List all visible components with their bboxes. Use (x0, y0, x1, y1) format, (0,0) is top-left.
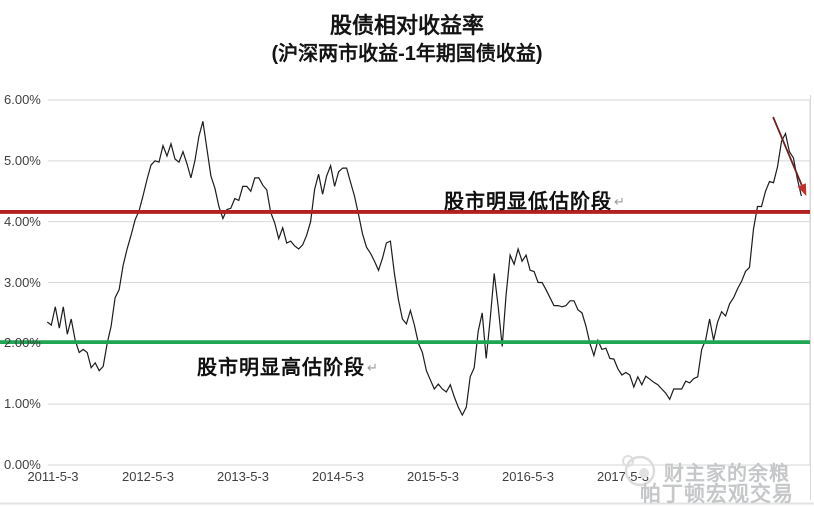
return-mark-icon: ↵ (614, 194, 625, 209)
y-tick-label: 5.00% (4, 152, 41, 168)
chart-subtitle: (沪深两市收益-1年期国债收益) (271, 43, 543, 65)
x-tick-label: 2014-5-3 (311, 469, 365, 484)
x-tick-label: 2015-5-3 (406, 469, 460, 484)
x-tick-label: 2016-5-3 (501, 469, 555, 484)
trend-arrow-shaft (772, 116, 803, 186)
y-tick-label: 6.00% (4, 92, 41, 107)
x-tick-label: 2017-5-3 (596, 469, 650, 484)
trend-arrow-head (797, 183, 807, 197)
y-tick-label: 4.00% (4, 213, 41, 229)
trend-arrow-icon (772, 116, 807, 197)
return-mark-icon: ↵ (367, 360, 378, 375)
watermark-logo-icon (622, 455, 656, 487)
y-tick-label: 1.00% (4, 396, 41, 412)
chart-title: 股债相对收益率 (329, 13, 484, 38)
watermark-line1: 财主家的余粮 (664, 463, 790, 485)
annotation-overvalued: 股市明显高估阶段 ↵ (197, 351, 378, 380)
x-tick-label: 2011-5-3 (27, 469, 79, 484)
annotation-undervalued: 股市明显低估阶段 ↵ (444, 185, 625, 214)
series-line (46, 121, 802, 417)
x-tick-label: 2013-5-3 (216, 469, 270, 484)
watermark-line2: 帕丁顿宏观交易 (640, 483, 794, 506)
y-tick-label: 0.00% (4, 457, 41, 472)
x-tick-label: 2012-5-3 (121, 469, 175, 484)
y-tick-label: 3.00% (4, 274, 41, 290)
y-tick-label: 2.00% (4, 335, 41, 351)
annotation-undervalued-text: 股市明显低估阶段 (444, 191, 612, 213)
grid-lines (48, 99, 811, 466)
annotation-overvalued-text: 股市明显高估阶段 (197, 357, 365, 379)
